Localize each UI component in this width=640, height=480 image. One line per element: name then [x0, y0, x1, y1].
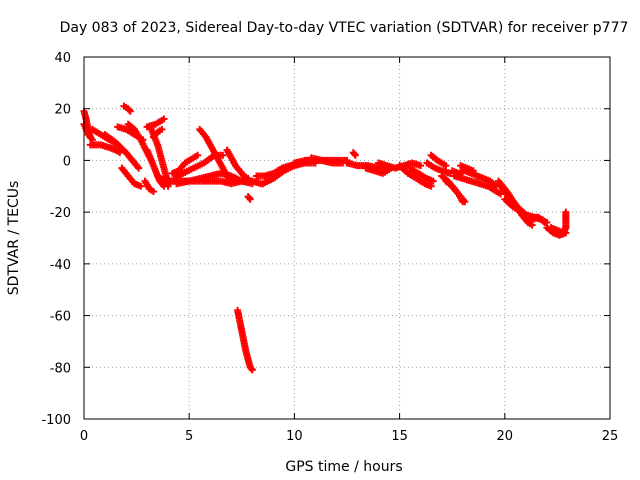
data-point	[137, 182, 145, 190]
x-tick-label: 10	[286, 429, 303, 444]
y-tick-label: 40	[54, 51, 71, 66]
data-point	[246, 195, 254, 203]
data-point	[160, 115, 168, 123]
x-tick-label: 20	[497, 429, 514, 444]
y-tick-label: -80	[50, 361, 71, 376]
data-point	[219, 151, 227, 159]
data-point	[247, 365, 255, 373]
data-point	[194, 151, 202, 159]
data-point	[245, 194, 253, 202]
x-tick-label: 5	[185, 429, 193, 444]
plot-frame	[83, 56, 611, 420]
data-point	[461, 198, 469, 206]
data-point	[158, 125, 166, 133]
chart-title: Day 083 of 2023, Sidereal Day-to-day VTE…	[60, 20, 629, 36]
y-tick-label: -20	[50, 206, 71, 221]
y-tick-label: -40	[50, 258, 71, 273]
y-tick-label: 0	[63, 154, 71, 169]
x-tick-label: 0	[80, 429, 88, 444]
y-axis-tick-labels: -100 -80 -60 -40 -20 0 20 40	[41, 51, 71, 428]
data-points	[80, 102, 570, 374]
y-tick-label: -60	[50, 310, 71, 325]
data-point	[541, 218, 549, 226]
data-point	[442, 162, 450, 170]
y-tick-label: 20	[54, 103, 71, 118]
data-point	[248, 366, 256, 374]
data-point	[562, 224, 570, 232]
data-point	[135, 164, 143, 172]
data-point	[149, 187, 157, 195]
x-tick-label: 15	[391, 429, 408, 444]
y-tick-label: -100	[41, 413, 71, 428]
data-point	[469, 167, 477, 175]
axis-ticks	[83, 56, 611, 420]
data-point	[429, 177, 437, 185]
data-point	[350, 150, 358, 158]
data-point	[227, 177, 235, 185]
data-point	[125, 106, 133, 114]
x-axis-label: GPS time / hours	[285, 459, 402, 475]
data-point	[351, 151, 359, 159]
y-axis-label: SDTVAR / TECUs	[6, 181, 22, 296]
grid-lines	[84, 57, 610, 419]
data-point	[417, 162, 425, 170]
data-point	[126, 107, 134, 115]
data-point	[427, 182, 435, 190]
x-tick-label: 25	[602, 429, 619, 444]
x-axis-tick-labels: 0 5 10 15 20 25	[80, 429, 618, 444]
